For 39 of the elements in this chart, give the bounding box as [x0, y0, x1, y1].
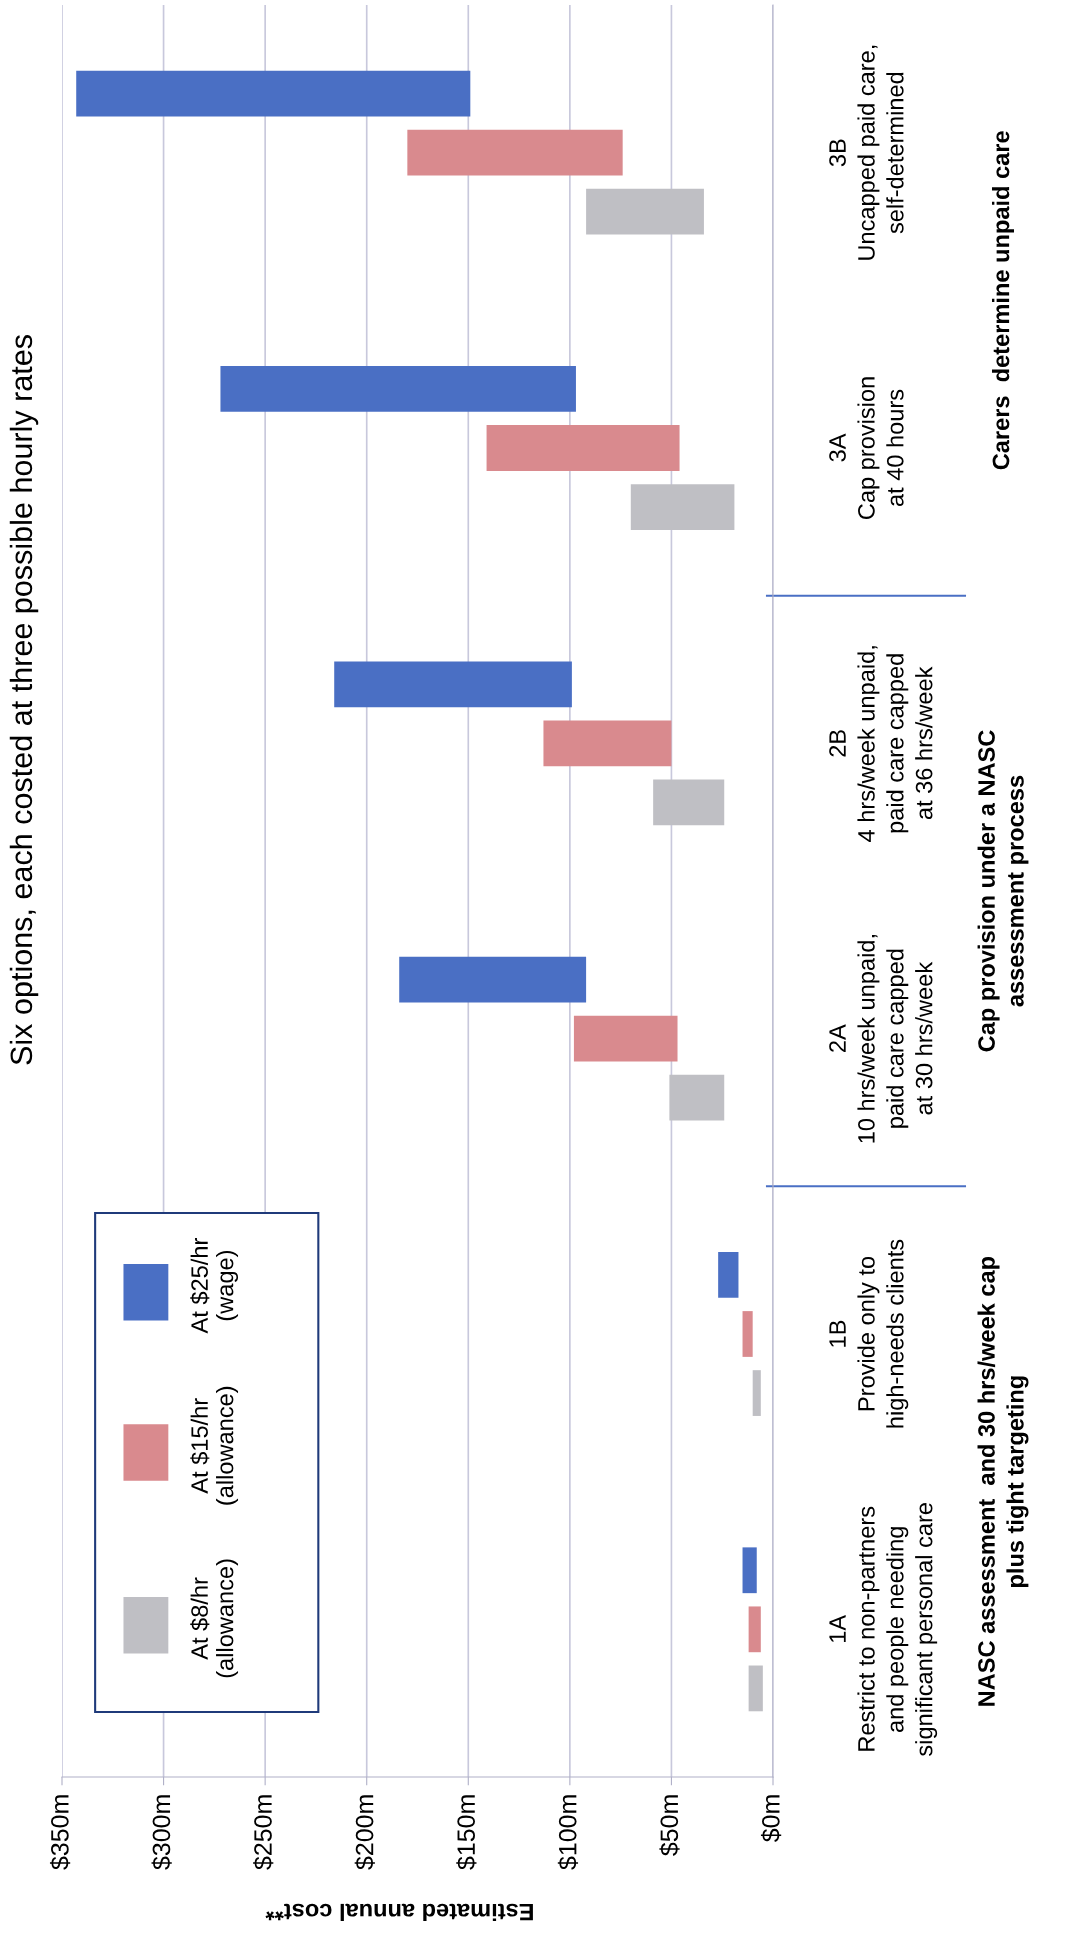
bar [669, 1074, 725, 1121]
y-tick-label: 2A 10 hrs/week unpaid, paid care capped at 30 hrs/week [829, 935, 933, 1143]
x-tick-label: $100m [557, 1795, 579, 1870]
text: Carers determine unpaid care [991, 131, 1015, 470]
text: Six options, each costed at three possible hourly rates [9, 335, 39, 1065]
bar [653, 779, 725, 826]
bar [543, 720, 672, 767]
bar [407, 129, 623, 176]
x-tick-label: $200m [354, 1795, 375, 1870]
bar [742, 1311, 753, 1357]
x-tick-label: $0m [760, 1795, 782, 1843]
x-axis-title: Estimated annual cost** [265, 1903, 533, 1922]
bar [630, 484, 735, 530]
y-tick-label: 1A Restrict to non-partners and people needing significant personal care [829, 1503, 938, 1756]
legend-label: At $25/hr (wage) [190, 1238, 239, 1334]
x-tick-label: $250m [253, 1795, 274, 1870]
bar [573, 1015, 678, 1062]
bar [334, 661, 572, 708]
x-tick-label: $50m [659, 1795, 680, 1856]
bar [220, 366, 576, 412]
x-tick-label: $350m [49, 1795, 71, 1870]
bar [399, 956, 587, 1003]
bar [742, 1547, 757, 1594]
y-tick-label: 2B 4 hrs/week unpaid, paid care capped at 36 hrs/week [829, 646, 933, 842]
bar [748, 1665, 763, 1712]
y-tick-label: 3B Uncapped paid care, self-determined [829, 45, 904, 260]
legend-label: At $15/hr (allowance) [190, 1386, 239, 1505]
bar [718, 1252, 739, 1298]
x-tick-label: $150m [456, 1795, 477, 1870]
x-tick-label: $300m [151, 1795, 172, 1870]
bar [748, 1606, 761, 1653]
bar [486, 425, 680, 471]
text: Cap provision under a NASC assessment process [977, 730, 1029, 1052]
y-tick-label: 1B Provide only to high-needs clients [829, 1239, 909, 1428]
bar [752, 1370, 761, 1416]
bar [586, 188, 704, 235]
legend-label: At $8/hr (allowance) [190, 1559, 239, 1678]
y-tick-label: 3A Cap provision at 40 hours [829, 377, 904, 519]
bar [76, 70, 471, 117]
